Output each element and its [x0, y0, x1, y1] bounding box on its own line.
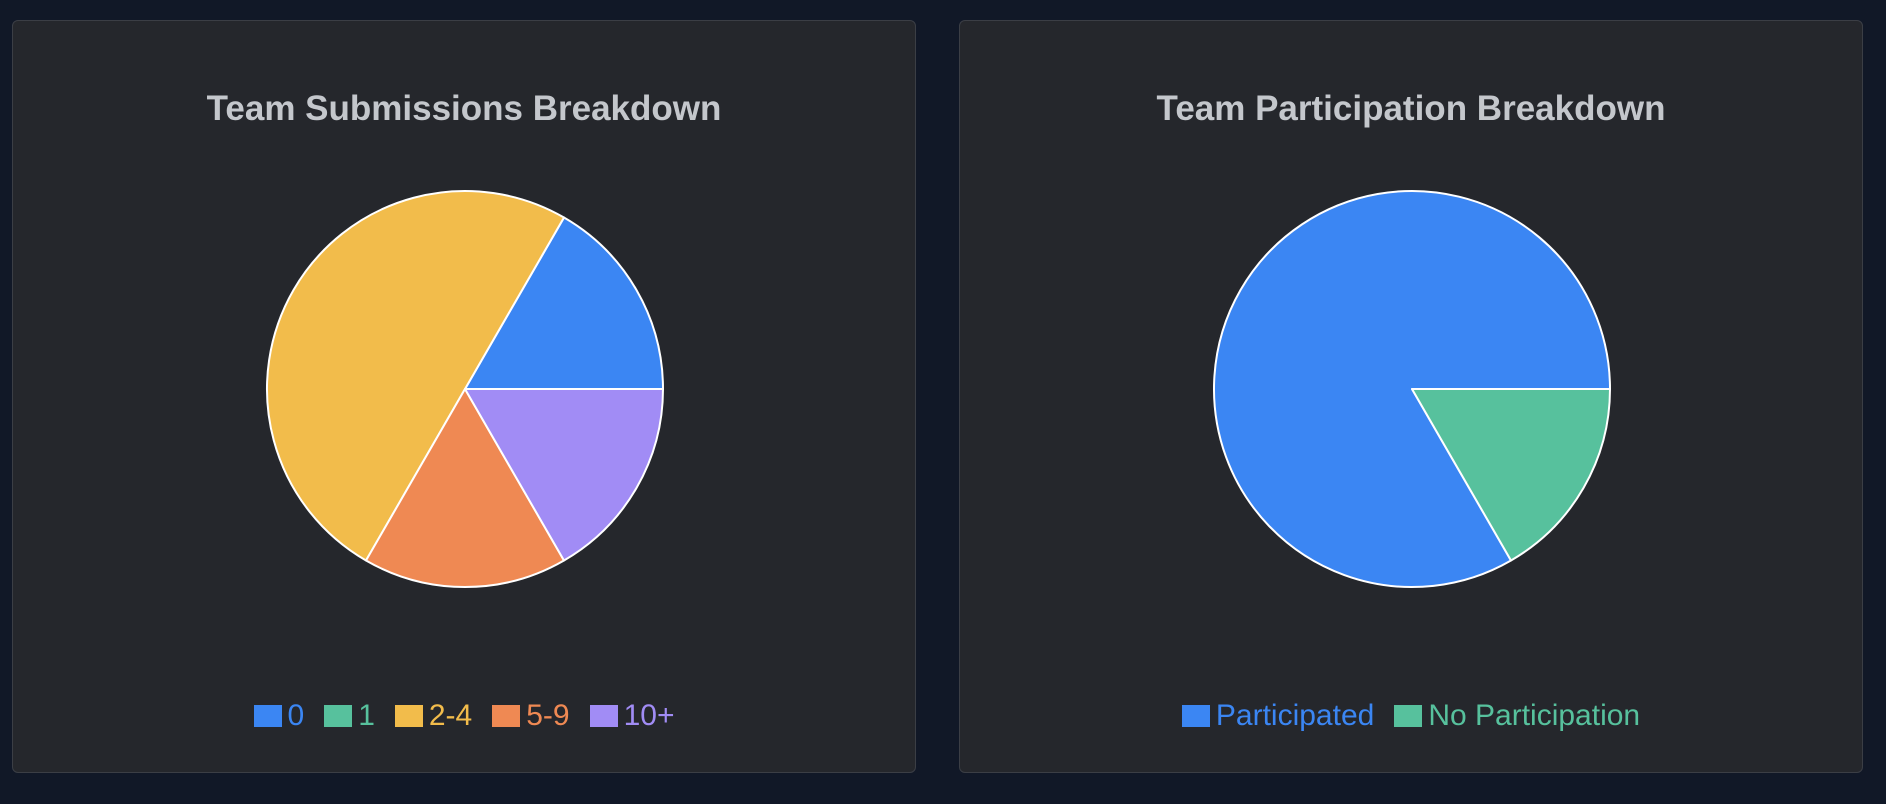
- legend-label: 5-9: [526, 699, 570, 732]
- legend-label: Participated: [1215, 699, 1375, 732]
- participation-chart-card: Team Participation Breakdown Participate…: [959, 20, 1863, 773]
- legend-label: No Participation: [1428, 699, 1641, 732]
- pie-slice-10[interactable]: [464, 388, 664, 562]
- pie-slice-0[interactable]: [464, 216, 664, 390]
- legend-label: 2-4: [428, 699, 473, 732]
- legend-item-2-4[interactable]: 2-4: [394, 699, 473, 732]
- legend-label: 0: [287, 699, 305, 732]
- pie-slice-participated[interactable]: [1213, 190, 1611, 588]
- chart-legend: Participated No Participation: [960, 701, 1862, 731]
- legend-item-1[interactable]: 1: [324, 701, 375, 731]
- legend-swatch: [253, 705, 282, 727]
- chart-title: Team Submissions Breakdown: [206, 89, 722, 128]
- legend-swatch: [394, 705, 423, 727]
- legend-swatch: [1394, 705, 1423, 727]
- pie-slice-2-4[interactable]: [266, 190, 565, 562]
- legend-swatch: [324, 705, 353, 727]
- submissions-pie-chart: [266, 190, 664, 588]
- legend-label: 10+: [623, 699, 675, 732]
- chart-legend: 0 1 2-4 5-9 10+: [13, 701, 915, 731]
- legend-label: 1: [358, 699, 375, 732]
- legend-swatch: [1181, 705, 1210, 727]
- participation-pie-chart: [1213, 190, 1611, 588]
- chart-title: Team Participation Breakdown: [1156, 89, 1666, 128]
- legend-item-5-9[interactable]: 5-9: [492, 699, 570, 732]
- legend-item-participated[interactable]: Participated: [1181, 699, 1375, 732]
- submissions-chart-card: Team Submissions Breakdown 0 1 2-4 5-9 10+: [12, 20, 916, 773]
- legend-item-10[interactable]: 10+: [589, 699, 675, 732]
- legend-swatch: [492, 705, 521, 727]
- pie-slice-no-participation[interactable]: [1411, 388, 1611, 562]
- legend-item-0[interactable]: 0: [253, 699, 305, 732]
- legend-swatch: [589, 705, 618, 727]
- pie-slice-5-9[interactable]: [365, 388, 565, 588]
- legend-item-no-participation[interactable]: No Participation: [1394, 701, 1640, 731]
